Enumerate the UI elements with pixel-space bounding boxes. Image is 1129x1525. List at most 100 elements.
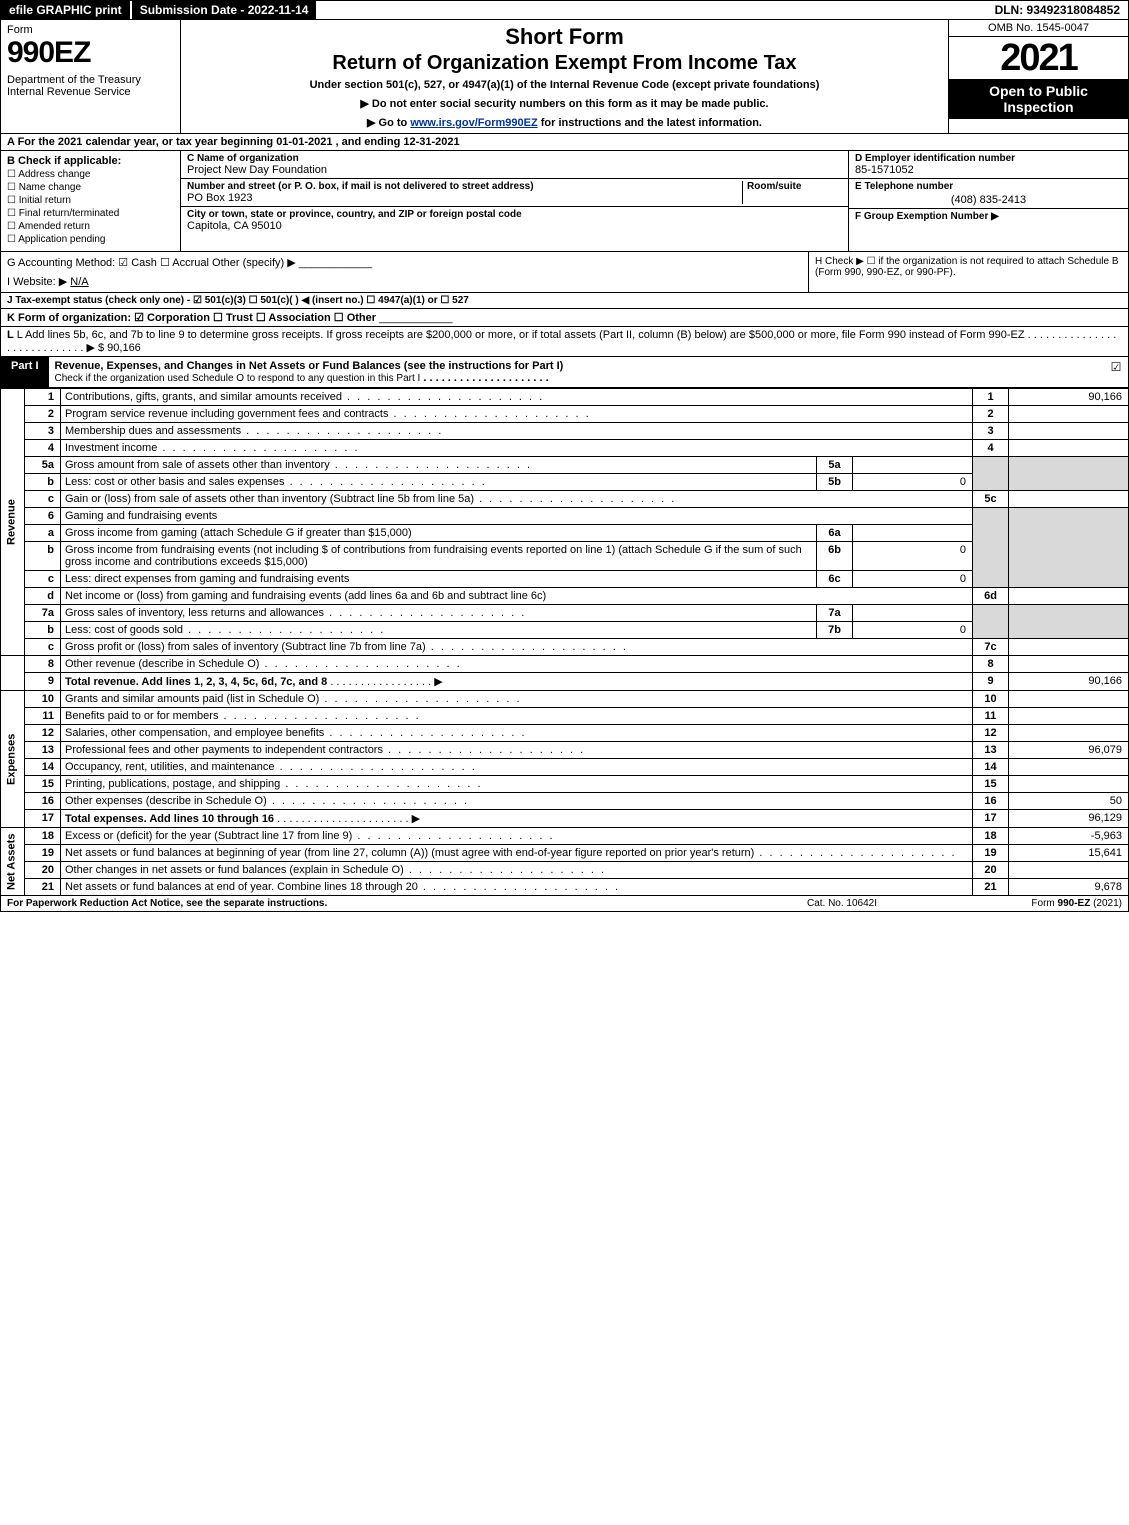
line-17-desc: Total expenses. Add lines 10 through 16 bbox=[65, 813, 274, 825]
form-number: 990EZ bbox=[7, 36, 174, 70]
goto-suffix: for instructions and the latest informat… bbox=[538, 117, 762, 129]
line-4-desc: Investment income bbox=[65, 442, 360, 454]
check-final-return[interactable]: Final return/terminated bbox=[7, 208, 174, 219]
line-21-val: 9,678 bbox=[1009, 879, 1129, 896]
line-5c-desc: Gain or (loss) from sale of assets other… bbox=[65, 493, 676, 505]
line-1-val: 90,166 bbox=[1009, 389, 1129, 406]
line-7b-desc: Less: cost of goods sold bbox=[65, 624, 385, 636]
footer-right-suffix: (2021) bbox=[1090, 898, 1122, 909]
line-12-val bbox=[1009, 725, 1129, 742]
org-name: Project New Day Foundation bbox=[187, 164, 842, 176]
accounting-label: G Accounting Method: bbox=[7, 257, 115, 269]
line-6c-num: c bbox=[25, 571, 61, 588]
line-5a-num: 5a bbox=[25, 457, 61, 474]
line-16-box: 16 bbox=[973, 793, 1009, 810]
row-l-text: L Add lines 5b, 6c, and 7b to line 9 to … bbox=[17, 329, 1025, 341]
line-4-num: 4 bbox=[25, 440, 61, 457]
line-17-box: 17 bbox=[973, 810, 1009, 828]
dln: DLN: 93492318084852 bbox=[987, 1, 1128, 19]
room-label: Room/suite bbox=[747, 181, 842, 192]
revenue-vlabel: Revenue bbox=[1, 389, 25, 656]
line-6c-desc: Less: direct expenses from gaming and fu… bbox=[61, 571, 817, 588]
line-21-desc: Net assets or fund balances at end of ye… bbox=[65, 881, 620, 893]
efile-link[interactable]: efile GRAPHIC print bbox=[1, 1, 130, 19]
check-initial-return[interactable]: Initial return bbox=[7, 195, 174, 206]
line-6a-num: a bbox=[25, 525, 61, 542]
line-6a-ival bbox=[853, 525, 973, 542]
website-value: N/A bbox=[70, 276, 88, 288]
lines-table: Revenue 1 Contributions, gifts, grants, … bbox=[0, 388, 1129, 896]
line-8-desc: Other revenue (describe in Schedule O) bbox=[65, 658, 462, 670]
line-5c-val bbox=[1009, 491, 1129, 508]
check-application-pending[interactable]: Application pending bbox=[7, 234, 174, 245]
org-name-label: C Name of organization bbox=[187, 153, 842, 164]
line-7b-ival: 0 bbox=[853, 622, 973, 639]
part-1-sub: Check if the organization used Schedule … bbox=[55, 373, 421, 384]
short-form-title: Short Form bbox=[187, 24, 942, 50]
footer-right-prefix: Form bbox=[1031, 898, 1057, 909]
accounting-accrual[interactable]: ☐ Accrual bbox=[160, 257, 209, 269]
phone: (408) 835-2413 bbox=[855, 194, 1122, 206]
line-6b-desc: Gross income from fundraising events (no… bbox=[61, 542, 817, 571]
row-l-amount: $ 90,166 bbox=[98, 342, 141, 354]
line-6b-ibox: 6b bbox=[817, 542, 853, 571]
line-6d-num: d bbox=[25, 588, 61, 605]
line-13-val: 96,079 bbox=[1009, 742, 1129, 759]
row-j: J Tax-exempt status (check only one) - ☑… bbox=[0, 293, 1129, 309]
line-10-desc: Grants and similar amounts paid (list in… bbox=[65, 693, 522, 705]
line-5b-ival: 0 bbox=[853, 474, 973, 491]
line-2-box: 2 bbox=[973, 406, 1009, 423]
accounting-cash[interactable]: ☑ Cash bbox=[118, 257, 157, 269]
line-15-val bbox=[1009, 776, 1129, 793]
line-1-desc: Contributions, gifts, grants, and simila… bbox=[65, 391, 544, 403]
check-amended-return[interactable]: Amended return bbox=[7, 221, 174, 232]
box-b: B Check if applicable: Address change Na… bbox=[1, 151, 181, 251]
line-2-num: 2 bbox=[25, 406, 61, 423]
inspection-label: Open to Public Inspection bbox=[949, 79, 1128, 119]
line-18-num: 18 bbox=[25, 828, 61, 845]
check-address-change[interactable]: Address change bbox=[7, 169, 174, 180]
line-9-desc: Total revenue. Add lines 1, 2, 3, 4, 5c,… bbox=[65, 676, 327, 688]
line-14-val bbox=[1009, 759, 1129, 776]
line-5b-desc: Less: cost or other basis and sales expe… bbox=[65, 476, 487, 488]
line-14-desc: Occupancy, rent, utilities, and maintena… bbox=[65, 761, 477, 773]
ein: 85-1571052 bbox=[855, 164, 1122, 176]
line-6b-num: b bbox=[25, 542, 61, 571]
line-7a-ibox: 7a bbox=[817, 605, 853, 622]
line-6d-box: 6d bbox=[973, 588, 1009, 605]
netassets-vlabel: Net Assets bbox=[1, 828, 25, 896]
row-a-tax-year: A For the 2021 calendar year, or tax yea… bbox=[0, 134, 1129, 151]
line-20-box: 20 bbox=[973, 862, 1009, 879]
line-15-num: 15 bbox=[25, 776, 61, 793]
line-7c-box: 7c bbox=[973, 639, 1009, 656]
topbar: efile GRAPHIC print Submission Date - 20… bbox=[0, 0, 1129, 20]
line-15-box: 15 bbox=[973, 776, 1009, 793]
line-1-box: 1 bbox=[973, 389, 1009, 406]
line-8-num: 8 bbox=[25, 656, 61, 673]
accounting-other[interactable]: Other (specify) ▶ bbox=[212, 257, 296, 269]
line-7b-num: b bbox=[25, 622, 61, 639]
line-18-val: -5,963 bbox=[1009, 828, 1129, 845]
line-19-num: 19 bbox=[25, 845, 61, 862]
line-6b-ival: 0 bbox=[853, 542, 973, 571]
row-l: L L Add lines 5b, 6c, and 7b to line 9 t… bbox=[0, 327, 1129, 357]
line-10-box: 10 bbox=[973, 691, 1009, 708]
expenses-vlabel: Expenses bbox=[1, 691, 25, 828]
footer-right: Form 990-EZ (2021) bbox=[942, 898, 1122, 909]
form-label: Form bbox=[7, 24, 174, 36]
part-1-checkbox[interactable]: ☑ bbox=[1104, 357, 1128, 387]
check-name-change[interactable]: Name change bbox=[7, 182, 174, 193]
line-7a-num: 7a bbox=[25, 605, 61, 622]
box-b-label: B Check if applicable: bbox=[7, 155, 174, 167]
footer-left: For Paperwork Reduction Act Notice, see … bbox=[7, 898, 742, 909]
ein-label: D Employer identification number bbox=[855, 153, 1122, 164]
line-10-num: 10 bbox=[25, 691, 61, 708]
website-label: I Website: ▶ bbox=[7, 276, 67, 288]
form-header: Form 990EZ Department of the Treasury In… bbox=[0, 20, 1129, 134]
line-4-box: 4 bbox=[973, 440, 1009, 457]
box-c: C Name of organization Project New Day F… bbox=[181, 151, 848, 251]
identity-block: B Check if applicable: Address change Na… bbox=[0, 151, 1129, 252]
irs-link[interactable]: www.irs.gov/Form990EZ bbox=[410, 117, 537, 129]
city-label: City or town, state or province, country… bbox=[187, 209, 842, 220]
return-title: Return of Organization Exempt From Incom… bbox=[187, 52, 942, 75]
